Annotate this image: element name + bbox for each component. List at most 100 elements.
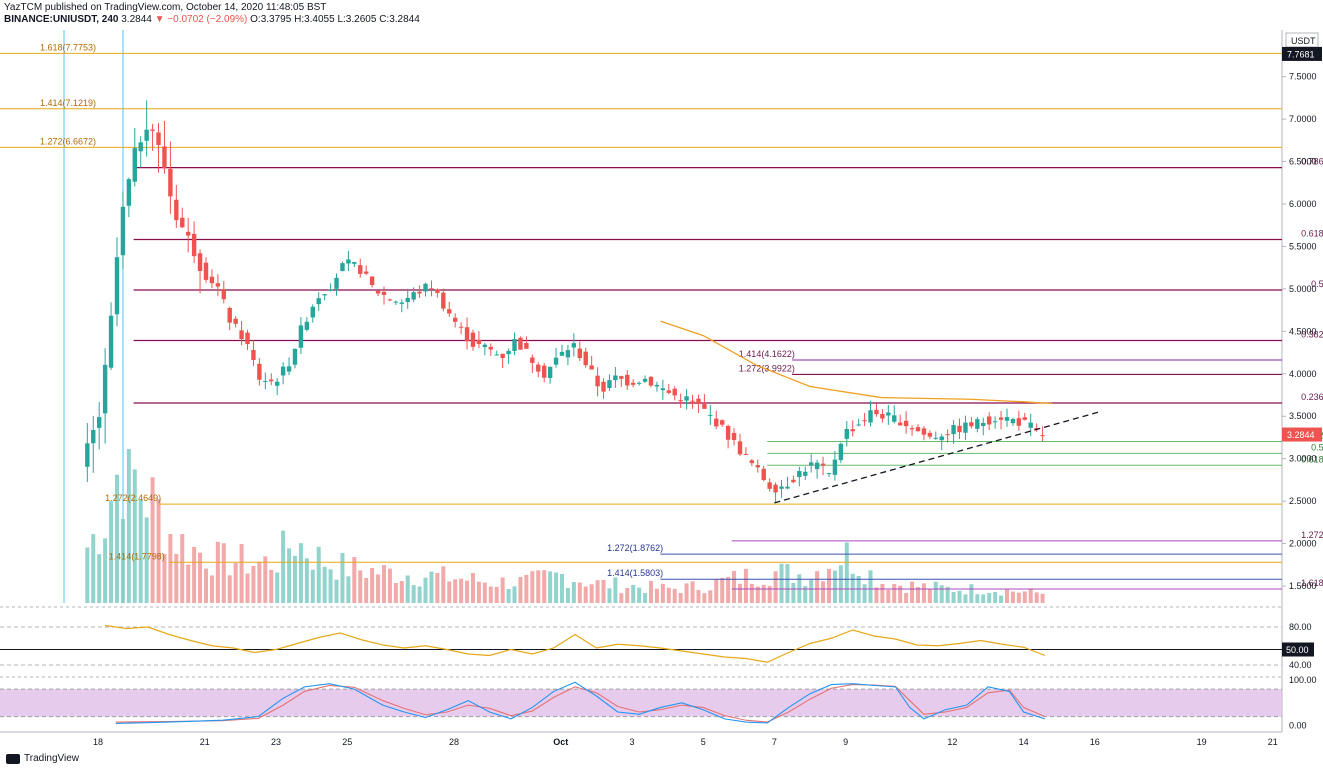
price-tick-label: 6.0000: [1289, 199, 1317, 209]
candle-body: [126, 179, 132, 206]
candle-body: [340, 263, 345, 272]
time-tick-label: 7: [772, 737, 777, 747]
fib-level-label: 0.618(2.9227): [1301, 454, 1323, 464]
stoch-d-line: [115, 684, 1046, 723]
tradingview-logo[interactable]: TradingView: [6, 753, 79, 764]
rsi-tick-label: 40.00: [1289, 660, 1312, 670]
candle-body: [227, 307, 232, 323]
candle-body: [352, 262, 357, 264]
candle-body: [411, 292, 416, 300]
volume-bar: [690, 581, 695, 603]
volume-bar: [126, 449, 131, 603]
fib-levels: 1.618(7.7753) 1.414(7.1219) 1.272(6.6672) 0…: [0, 42, 1323, 590]
candle-body: [874, 409, 879, 415]
volume-bar: [180, 534, 185, 603]
tradingview-brand: TradingView: [24, 753, 80, 764]
candle-body: [114, 257, 120, 315]
volume-bar: [310, 569, 315, 603]
volume-bar: [352, 557, 357, 603]
candles: [85, 100, 1045, 503]
volume-bar: [803, 586, 808, 603]
volume-bar: [500, 577, 505, 603]
candle-body: [144, 129, 149, 141]
candle-body: [369, 276, 375, 286]
candle-body: [577, 348, 582, 359]
volume-bar: [138, 499, 143, 603]
candle-body: [530, 357, 535, 363]
candle-body: [862, 420, 867, 422]
time-tick-label: 21: [200, 737, 210, 747]
rsi-line: [105, 624, 1046, 663]
volume-bar: [631, 585, 636, 603]
candle-body: [156, 132, 161, 145]
volume-bar: [945, 586, 950, 603]
candle-body: [909, 428, 915, 430]
candle-body: [310, 306, 315, 318]
candle-body: [174, 199, 179, 221]
volume-bar: [494, 586, 499, 603]
volume-bar: [666, 587, 671, 603]
volume-bar: [957, 590, 962, 603]
support-trendline: [774, 410, 1103, 504]
candle-body: [565, 350, 571, 358]
volume-bar: [524, 574, 529, 603]
volume-bar: [684, 583, 689, 603]
volume-bar: [749, 583, 754, 603]
candle-body: [482, 344, 488, 348]
volume-bar: [583, 586, 588, 603]
candle-body: [494, 354, 499, 356]
volume-bar: [417, 586, 422, 603]
candle-body: [684, 396, 689, 401]
stoch-tick-label: 0.00: [1289, 721, 1307, 731]
volume-bar: [571, 582, 576, 603]
volume-bar: [815, 571, 820, 603]
volume-bar: [376, 574, 381, 603]
volume-bar: [732, 570, 737, 603]
volume-bar: [263, 556, 268, 603]
candle-body: [933, 437, 938, 439]
candle-body: [868, 410, 873, 423]
candle-body: [743, 453, 749, 455]
volume-bar: [939, 585, 944, 603]
candle-body: [269, 379, 274, 382]
fib-level-label: 0.618(5.5821): [1301, 228, 1323, 238]
price-badge-label: 7.7681: [1287, 49, 1315, 59]
candle-body: [886, 412, 891, 416]
candle-body: [969, 422, 974, 427]
fib-level-label: 1.618(7.7753): [40, 42, 96, 52]
open-value: O:3.3795: [250, 14, 292, 25]
candle-body: [897, 422, 903, 426]
candle-body: [399, 302, 404, 304]
candle-body: [731, 432, 737, 441]
candle-body: [197, 253, 203, 272]
volume-bar: [292, 555, 297, 603]
down-arrow-icon: ▼: [154, 14, 165, 25]
volume-bar: [637, 587, 642, 603]
price-tick-label: 7.0000: [1289, 114, 1317, 124]
volume-bar: [987, 593, 992, 603]
fib-level-label: 1.272(2.0323): [1301, 530, 1323, 540]
candle-body: [263, 380, 268, 382]
candle-body: [423, 283, 428, 292]
fib-level-label: 1.414(1.7798): [109, 551, 165, 561]
volume-bar: [737, 583, 742, 603]
time-tick-label: 16: [1090, 737, 1100, 747]
candle-body: [601, 381, 606, 392]
candle-body: [755, 465, 760, 468]
fib-level-label: 0.5(4.9872): [1311, 279, 1323, 289]
candle-body: [951, 425, 956, 435]
candle-body: [737, 441, 743, 455]
volume-bar: [405, 575, 410, 603]
volume-bar: [743, 568, 748, 603]
candle-body: [91, 429, 96, 444]
candle-body: [903, 420, 909, 427]
candle-body: [607, 380, 612, 389]
low-value: L:3.2605: [337, 14, 377, 25]
volume-bar: [518, 576, 523, 603]
fib-level-label: 0.382(4.3922): [1301, 330, 1323, 340]
volume-bar: [340, 553, 345, 603]
volume-bar: [993, 591, 998, 603]
time-tick-label: 5: [701, 737, 706, 747]
volume-bar: [358, 570, 363, 603]
